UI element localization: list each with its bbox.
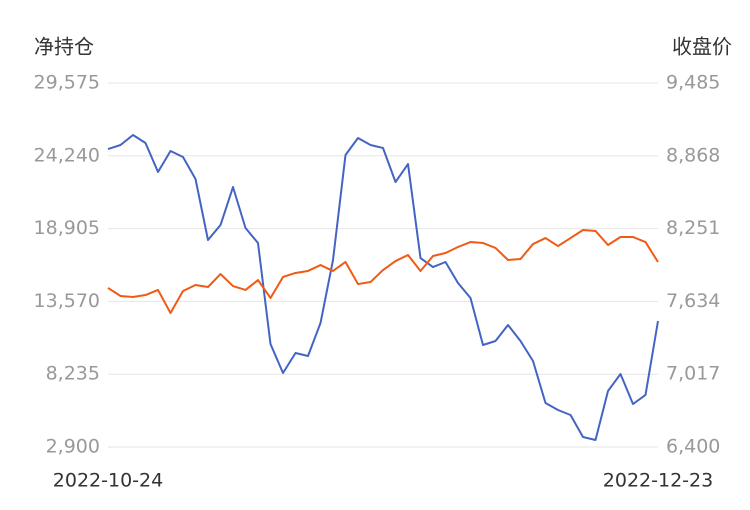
x-tick-label: 2022-12-23 (603, 470, 713, 492)
y2-tick-label: 8,251 (666, 217, 720, 239)
y-axis-title: 净持仓 (34, 35, 94, 59)
y-tick-label: 8,235 (46, 363, 100, 385)
y-tick-label: 24,240 (34, 144, 100, 166)
y-tick-label: 18,905 (34, 217, 100, 239)
y2-tick-label: 7,634 (666, 290, 720, 312)
y-tick-label: 2,900 (46, 436, 100, 458)
series-line (107, 134, 659, 441)
series-line (107, 229, 659, 314)
y2-tick-label: 8,868 (666, 144, 720, 166)
y2-tick-label: 6,400 (666, 436, 720, 458)
y2-tick-label: 9,485 (666, 72, 720, 94)
y-tick-label: 29,575 (34, 72, 100, 94)
x-tick-label: 2022-10-24 (53, 470, 163, 492)
y2-axis-title: 收盘价 (672, 35, 732, 59)
y2-tick-label: 7,017 (666, 363, 720, 385)
y-tick-label: 13,570 (34, 290, 100, 312)
